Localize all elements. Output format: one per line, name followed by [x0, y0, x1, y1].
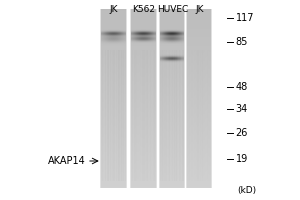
Text: (kD): (kD): [237, 186, 256, 195]
Text: 85: 85: [236, 37, 248, 47]
Text: JK: JK: [110, 5, 118, 14]
Text: 19: 19: [236, 154, 248, 164]
Text: 48: 48: [236, 82, 248, 92]
Text: JK: JK: [195, 5, 204, 14]
Text: 26: 26: [236, 128, 248, 138]
Text: 117: 117: [236, 13, 254, 23]
Text: 34: 34: [236, 104, 248, 114]
Text: K562: K562: [133, 5, 155, 14]
Text: HUVEC: HUVEC: [157, 5, 188, 14]
Text: AKAP14: AKAP14: [48, 156, 86, 166]
